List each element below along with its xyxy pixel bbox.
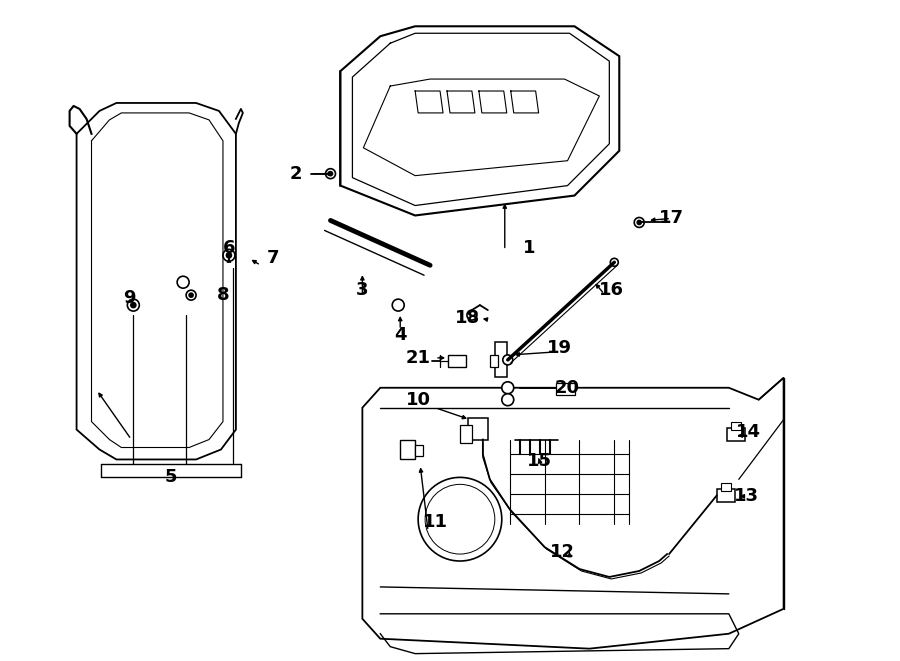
Circle shape — [637, 221, 641, 225]
Text: 8: 8 — [217, 286, 230, 304]
Circle shape — [227, 253, 231, 258]
Circle shape — [467, 310, 477, 320]
Bar — [415, 444, 423, 457]
Text: 14: 14 — [736, 422, 761, 441]
Text: 1: 1 — [524, 239, 536, 257]
Text: 20: 20 — [555, 379, 580, 397]
Bar — [721, 483, 731, 491]
Text: 9: 9 — [123, 289, 136, 307]
Text: 21: 21 — [406, 349, 430, 367]
Bar — [400, 440, 415, 459]
Circle shape — [634, 217, 644, 227]
Text: 2: 2 — [290, 165, 302, 182]
Text: 7: 7 — [266, 249, 279, 267]
Circle shape — [502, 382, 514, 394]
Bar — [717, 489, 734, 502]
Circle shape — [328, 172, 332, 176]
Circle shape — [130, 303, 136, 307]
Polygon shape — [363, 378, 784, 648]
Text: 16: 16 — [598, 281, 624, 299]
Bar — [495, 342, 507, 377]
Bar — [490, 355, 498, 367]
Circle shape — [128, 299, 140, 311]
Circle shape — [503, 355, 513, 365]
Circle shape — [223, 249, 235, 261]
Circle shape — [177, 276, 189, 288]
Bar — [555, 383, 575, 395]
Polygon shape — [340, 26, 619, 215]
Circle shape — [392, 299, 404, 311]
Text: 6: 6 — [222, 239, 235, 257]
Text: 11: 11 — [423, 513, 447, 531]
Circle shape — [326, 169, 336, 178]
Circle shape — [502, 394, 514, 406]
Text: 13: 13 — [734, 487, 760, 505]
Text: 4: 4 — [394, 326, 407, 344]
Bar — [460, 424, 472, 442]
Text: 18: 18 — [455, 309, 481, 327]
Bar — [727, 428, 745, 440]
Circle shape — [610, 258, 618, 266]
Circle shape — [418, 477, 502, 561]
Text: 5: 5 — [165, 469, 177, 486]
Text: 10: 10 — [406, 391, 430, 408]
Text: 15: 15 — [527, 452, 552, 471]
Bar — [468, 418, 488, 440]
Text: 3: 3 — [356, 281, 369, 299]
Polygon shape — [76, 103, 236, 459]
Bar — [448, 355, 466, 367]
Text: 17: 17 — [659, 210, 684, 227]
Circle shape — [425, 485, 495, 554]
Bar — [731, 422, 741, 430]
Text: 12: 12 — [550, 543, 575, 561]
Circle shape — [186, 290, 196, 300]
Text: 19: 19 — [547, 339, 572, 357]
Circle shape — [189, 293, 194, 297]
